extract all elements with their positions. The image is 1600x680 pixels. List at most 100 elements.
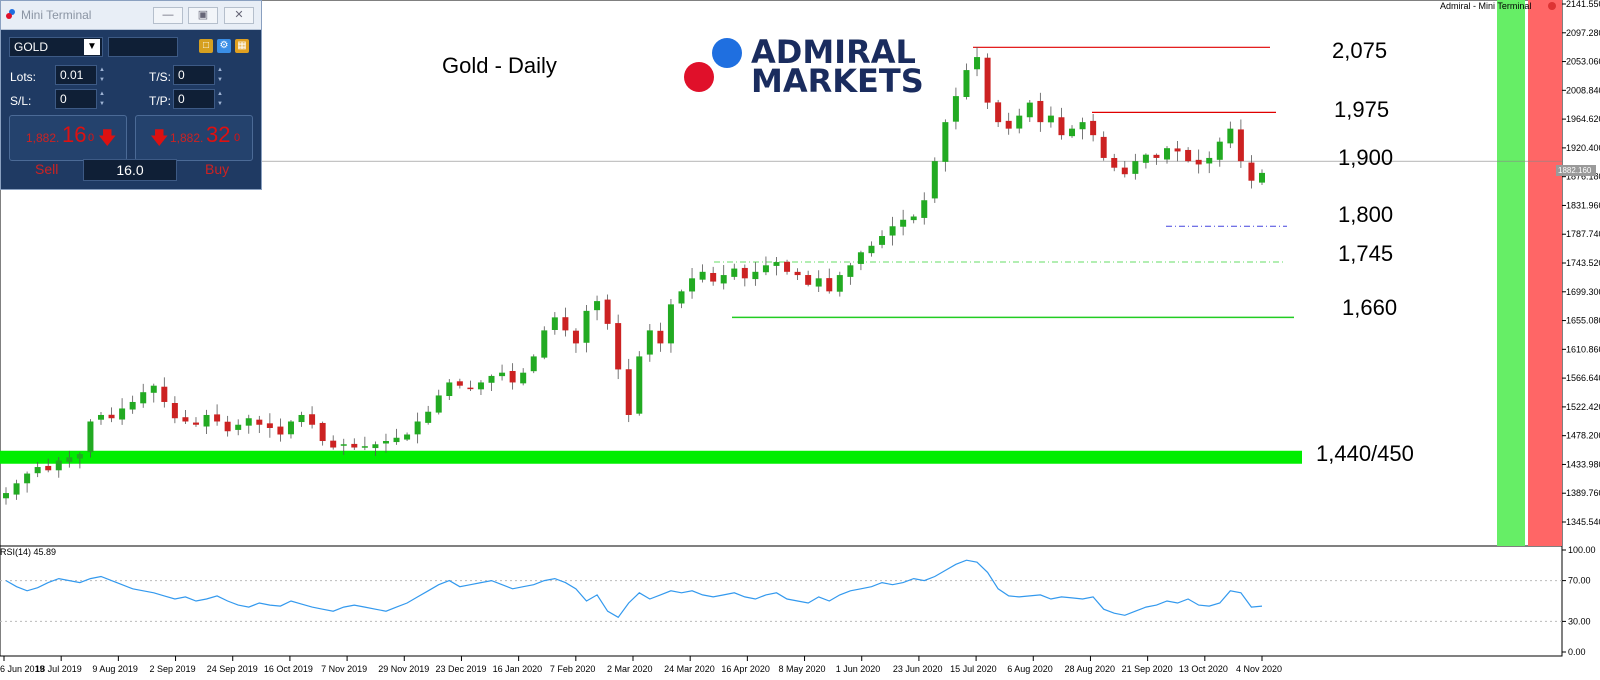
candle-body [836,275,843,292]
candle-body [45,465,52,471]
symbol-select[interactable]: GOLD ▼ [9,37,103,57]
candle-body [13,483,20,495]
lots-label: Lots: [10,70,37,84]
candle-body [900,219,907,227]
rsi-tick-label: 70.00 [1568,576,1591,586]
close-button[interactable]: ✕ [224,7,254,24]
x-tick-label: 8 May 2020 [779,664,826,674]
candle-body [594,301,601,311]
level-label: 1,745 [1338,241,1393,266]
gear-icon[interactable]: ⚙ [217,39,231,53]
candle-body [435,395,442,413]
y-tick-label: 1831.960 [1566,200,1600,210]
sl-label: S/L: [10,94,32,108]
ts-input[interactable]: 0 [173,65,215,85]
tp-stepper[interactable]: ▲ ▼ [217,91,223,107]
sell-price-button[interactable]: 1,882. 16 0 🡇 [9,115,127,161]
buy-price-button[interactable]: 🡇 1,882. 32 0 [135,115,253,161]
candle-body [214,414,221,422]
admiral-markets-logo: ADMIRAL MARKETS [684,33,924,100]
x-tick-label: 24 Mar 2020 [664,664,715,674]
y-tick-label: 1433.980 [1566,459,1600,469]
tp-input[interactable]: 0 [173,89,215,109]
candle-body [298,414,305,423]
candle-body [752,271,759,280]
candle-body [541,330,548,358]
candle-body [150,385,157,393]
x-tick-label: 29 Nov 2019 [378,664,429,674]
y-tick-label: 1478.200 [1566,431,1600,441]
candle-body [1005,120,1012,129]
x-tick-label: 21 Sep 2020 [1122,664,1173,674]
x-tick-label: 16 Apr 2020 [721,664,770,674]
quantity-input[interactable]: 16.0 [83,159,177,181]
logo-red-dot [684,62,714,92]
candle-body [678,291,685,304]
candle-body [24,473,31,484]
symbol-value: GOLD [14,40,49,54]
candle-body [1227,128,1234,144]
level-label: 1,975 [1334,97,1389,122]
x-tick-label: 6 Aug 2020 [1007,664,1053,674]
chevron-down-icon[interactable]: ▼ [84,39,100,55]
candle-body [868,245,875,254]
y-tick-label: 1522.420 [1566,402,1600,412]
y-tick-label: 1610.860 [1566,344,1600,354]
candle-body [910,216,917,221]
candle-body [1132,161,1139,174]
candle-body [572,330,579,344]
candle-body [520,372,527,384]
sell-button[interactable]: Sell [35,161,59,177]
minimize-button[interactable]: — [153,7,183,24]
candle-body [699,271,706,280]
mini-terminal-window[interactable]: Mini Terminal — ▣ ✕ GOLD ▼ □ ⚙ ▦ Lots: 0… [0,0,262,190]
layout-icon[interactable]: ▦ [235,39,249,53]
maximize-button[interactable]: ▣ [188,7,218,24]
candle-body [509,370,516,383]
y-tick-label: 2097.280 [1566,28,1600,38]
copy-icon[interactable]: □ [199,39,213,53]
x-tick-label: 24 Sep 2019 [207,664,258,674]
candle-body [1079,122,1086,130]
candle-body [604,299,611,324]
candle-body [1058,117,1065,136]
y-tick-label: 1743.520 [1566,258,1600,268]
close-status-icon[interactable] [1548,2,1556,10]
lots-input[interactable]: 0.01 [55,65,97,85]
ts-stepper[interactable]: ▲ ▼ [217,67,223,83]
candle-body [192,422,199,425]
app-logo-icon [6,9,15,19]
candle-body [1237,129,1244,162]
candle-body [456,381,463,386]
candle-body [330,440,337,448]
candle-body [995,102,1002,123]
current-price-tag [1556,165,1596,176]
candle-body [414,421,421,435]
lots-stepper[interactable]: ▲ ▼ [99,67,105,83]
candle-body [762,265,769,273]
ts-label: T/S: [149,70,172,84]
mini-terminal-titlebar[interactable]: Mini Terminal — ▣ ✕ [1,1,261,30]
x-tick-label: 9 Aug 2019 [92,664,138,674]
buy-price-pips: 0 [234,132,241,144]
candle-body [1259,172,1265,183]
y-tick-label: 1345.540 [1566,517,1600,527]
candle-body [826,278,833,292]
tp-label: T/P: [149,94,172,108]
candle-body [784,261,791,272]
candle-body [256,419,263,425]
candle-body [931,161,938,199]
y-tick-label: 1920.400 [1566,143,1600,153]
candle-body [847,265,854,277]
sl-stepper[interactable]: ▲ ▼ [99,91,105,107]
candle-body [741,267,748,279]
buy-price-prefix: 1,882. [170,131,204,145]
candle-body [710,272,717,282]
y-tick-label: 1876.180 [1566,172,1600,182]
buy-button[interactable]: Buy [205,161,230,177]
candle-body [1037,100,1044,123]
sl-input[interactable]: 0 [55,89,97,109]
x-tick-label: 13 Oct 2020 [1179,664,1228,674]
candle-body [309,414,316,425]
candle-body [625,369,632,415]
